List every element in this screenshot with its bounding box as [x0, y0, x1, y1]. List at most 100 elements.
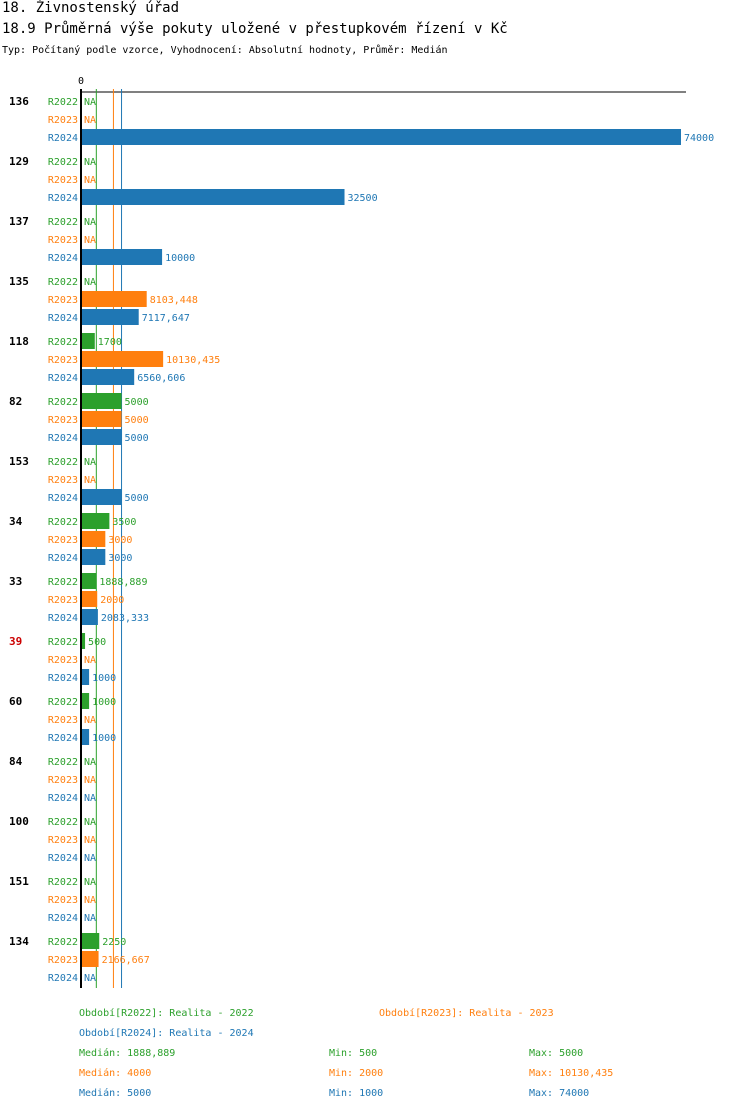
series-label-136-r2022: R2022: [48, 97, 78, 108]
series-label-100-r2024: R2024: [48, 853, 78, 864]
value-label-129-r2022: NA: [84, 157, 96, 168]
legend-period-r2022: Období[R2022]: Realita - 2022: [79, 1008, 254, 1019]
bar-39-r2024: [81, 669, 90, 685]
value-label-82-r2022: 5000: [125, 397, 149, 408]
bar-118-r2023: [81, 351, 164, 367]
bar-34-r2024: [81, 549, 106, 565]
value-label-60-r2022: 1000: [92, 697, 116, 708]
value-label-84-r2023: NA: [84, 775, 96, 786]
value-label-84-r2024: NA: [84, 793, 96, 804]
bar-137-r2024: [81, 249, 163, 265]
series-label-134-r2022: R2022: [48, 937, 78, 948]
series-label-153-r2024: R2024: [48, 493, 78, 504]
series-label-100-r2023: R2023: [48, 835, 78, 846]
legend-period-r2023: Období[R2023]: Realita - 2023: [379, 1008, 554, 1019]
group-label-137: 137: [9, 215, 29, 228]
group-label-135: 135: [9, 275, 29, 288]
series-label-151-r2023: R2023: [48, 895, 78, 906]
value-label-39-r2024: 1000: [92, 673, 116, 684]
value-label-134-r2023: 2166,667: [102, 955, 150, 966]
bar-118-r2024: [81, 369, 135, 385]
bar-60-r2022: [81, 693, 90, 709]
series-label-82-r2024: R2024: [48, 433, 78, 444]
value-label-100-r2023: NA: [84, 835, 96, 846]
bar-118-r2022: [81, 333, 95, 349]
bar-82-r2022: [81, 393, 122, 409]
legend-median-r2022: Medián: 1888,889: [79, 1048, 176, 1059]
series-label-100-r2022: R2022: [48, 817, 78, 828]
value-label-137-r2024: 10000: [165, 253, 195, 264]
series-label-84-r2023: R2023: [48, 775, 78, 786]
series-label-33-r2022: R2022: [48, 577, 78, 588]
group-label-100: 100: [9, 815, 29, 828]
value-label-153-r2022: NA: [84, 457, 96, 468]
series-label-135-r2023: R2023: [48, 295, 78, 306]
series-label-39-r2023: R2023: [48, 655, 78, 666]
value-label-136-r2024: 74000: [684, 133, 714, 144]
chart-subtitle: 18.9 Průměrná výše pokuty uložené v přes…: [2, 21, 508, 37]
value-label-151-r2022: NA: [84, 877, 96, 888]
series-label-135-r2022: R2022: [48, 277, 78, 288]
value-label-151-r2024: NA: [84, 913, 96, 924]
bar-34-r2022: [81, 513, 110, 529]
series-label-84-r2024: R2024: [48, 793, 78, 804]
bar-135-r2024: [81, 309, 139, 325]
value-label-60-r2023: NA: [84, 715, 96, 726]
series-label-39-r2022: R2022: [48, 637, 78, 648]
bar-129-r2024: [81, 189, 345, 205]
legend-min-r2024: Min: 1000: [329, 1088, 384, 1099]
group-label-82: 82: [9, 395, 22, 408]
group-label-129: 129: [9, 155, 29, 168]
bar-60-r2024: [81, 729, 90, 745]
series-label-39-r2024: R2024: [48, 673, 78, 684]
value-label-82-r2024: 5000: [125, 433, 149, 444]
value-label-134-r2024: NA: [84, 973, 96, 984]
bar-33-r2024: [81, 609, 98, 625]
series-label-134-r2023: R2023: [48, 955, 78, 966]
series-label-84-r2022: R2022: [48, 757, 78, 768]
series-label-151-r2024: R2024: [48, 913, 78, 924]
bar-82-r2024: [81, 429, 122, 445]
series-label-153-r2023: R2023: [48, 475, 78, 486]
value-label-153-r2024: 5000: [125, 493, 149, 504]
series-label-118-r2023: R2023: [48, 355, 78, 366]
group-label-34: 34: [9, 515, 23, 528]
value-label-39-r2023: NA: [84, 655, 96, 666]
value-label-136-r2022: NA: [84, 97, 96, 108]
legend-min-r2022: Min: 500: [329, 1048, 378, 1059]
value-label-34-r2022: 3500: [112, 517, 136, 528]
value-label-134-r2022: 2250: [102, 937, 126, 948]
value-label-137-r2023: NA: [84, 235, 96, 246]
series-label-129-r2022: R2022: [48, 157, 78, 168]
value-label-60-r2024: 1000: [92, 733, 116, 744]
bar-33-r2023: [81, 591, 98, 607]
value-label-34-r2023: 3000: [108, 535, 132, 546]
series-label-153-r2022: R2022: [48, 457, 78, 468]
series-label-135-r2024: R2024: [48, 313, 78, 324]
value-label-129-r2023: NA: [84, 175, 96, 186]
group-label-39: 39: [9, 635, 22, 648]
group-label-33: 33: [9, 575, 22, 588]
value-label-39-r2022: 500: [88, 637, 106, 648]
value-label-137-r2022: NA: [84, 217, 96, 228]
value-label-118-r2022: 1700: [98, 337, 122, 348]
bar-136-r2024: [81, 129, 681, 145]
bar-82-r2023: [81, 411, 122, 427]
value-label-33-r2023: 2000: [100, 595, 124, 606]
value-label-84-r2022: NA: [84, 757, 96, 768]
series-label-129-r2023: R2023: [48, 175, 78, 186]
value-label-135-r2024: 7117,647: [142, 313, 190, 324]
bar-135-r2023: [81, 291, 147, 307]
legend-min-r2023: Min: 2000: [329, 1068, 384, 1079]
value-label-129-r2024: 32500: [348, 193, 378, 204]
legend-max-r2023: Max: 10130,435: [529, 1068, 614, 1079]
series-label-82-r2023: R2023: [48, 415, 78, 426]
series-label-136-r2023: R2023: [48, 115, 78, 126]
value-label-118-r2023: 10130,435: [166, 355, 220, 366]
chart-type-line: Typ: Počítaný podle vzorce, Vyhodnocení:…: [2, 45, 448, 56]
value-label-33-r2022: 1888,889: [99, 577, 147, 588]
value-label-82-r2023: 5000: [125, 415, 149, 426]
page-title: 18. Živnostenský úřad: [2, 0, 180, 16]
series-label-33-r2024: R2024: [48, 613, 78, 624]
series-label-151-r2022: R2022: [48, 877, 78, 888]
